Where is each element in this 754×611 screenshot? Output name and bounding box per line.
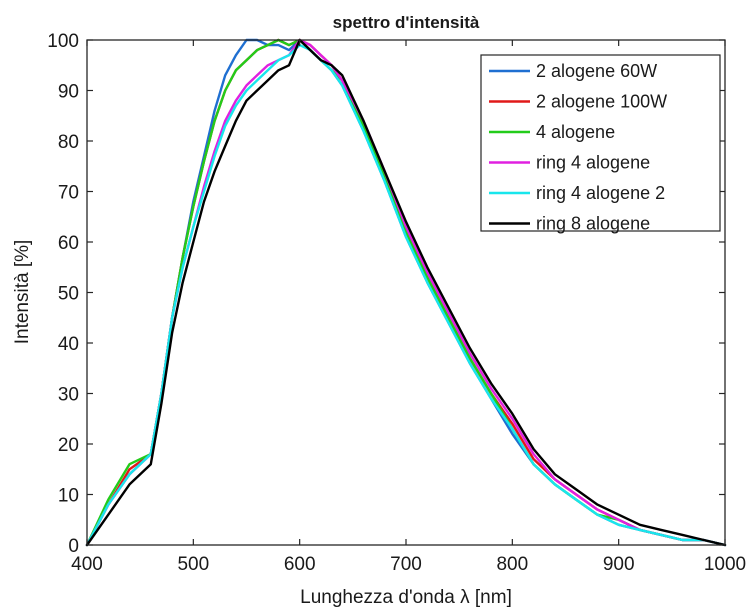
x-tick-label: 900: [603, 554, 635, 575]
legend-label-2: 2 alogene 100W: [536, 92, 667, 112]
x-axis: 400 500 600 700 800 900 1000: [71, 40, 746, 575]
x-tick-label: 1000: [704, 554, 746, 575]
series-line-6: [85, 38, 727, 547]
x-tick-label: 800: [496, 554, 528, 575]
x-tick-label: 600: [284, 554, 316, 575]
legend-box: [480, 54, 721, 232]
y-tick-label: 30: [58, 385, 79, 406]
y-tick-label: 0: [68, 536, 79, 557]
y-tick-label: 60: [58, 233, 79, 254]
x-tick-label: 400: [71, 554, 103, 575]
y-axis: 0 10 20 30 40 50 60 70 80 90 100: [47, 31, 725, 557]
chart-title: spettro d'intensità: [333, 13, 480, 32]
legend: 2 alogene 60W 2 alogene 100W 4 alogene ring…: [480, 54, 721, 234]
x-tick-label: 700: [390, 554, 422, 575]
y-tick-label: 70: [58, 183, 79, 204]
legend-label-5: ring 4 alogene 2: [536, 183, 665, 203]
series-layer: [85, 38, 727, 547]
y-tick-label: 40: [58, 334, 79, 355]
y-tick-label: 80: [58, 132, 79, 153]
y-axis-label: Intensità [%]: [12, 240, 33, 345]
y-tick-label: 50: [58, 284, 79, 305]
y-tick-label: 90: [58, 82, 79, 103]
legend-label-3: 4 alogene: [536, 122, 615, 142]
y-tick-label: 10: [58, 486, 79, 507]
y-tick-label: 20: [58, 435, 79, 456]
x-axis-label: Lunghezza d'onda λ [nm]: [300, 587, 512, 608]
series-line-5: [85, 43, 727, 547]
legend-label-4: ring 4 alogene: [536, 153, 650, 173]
x-tick-label: 500: [177, 554, 209, 575]
legend-label-1: 2 alogene 60W: [536, 61, 657, 81]
legend-label-6: ring 8 alogene: [536, 214, 650, 234]
y-tick-label: 100: [47, 31, 79, 52]
